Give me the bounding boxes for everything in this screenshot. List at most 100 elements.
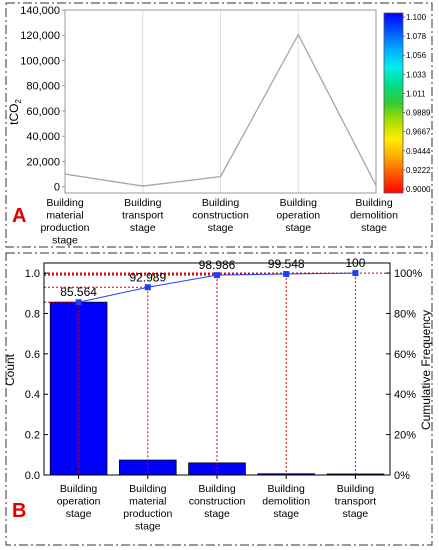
panel-a-colorbar-tick-label: 0.9000 (406, 185, 431, 194)
panel-a-y-tick-label: 120,000 (20, 30, 60, 42)
panel-b-cumulative-label: 99.548 (268, 257, 305, 271)
panel-a-x-category-label-line: Building (124, 197, 162, 209)
panel-a-y-tick-label: 40,000 (26, 131, 60, 143)
panel-a-colorbar-tick-label: 0.9444 (406, 147, 431, 156)
panel-a-x-category-label-line: construction (192, 210, 249, 222)
panel-b-label: B (12, 500, 26, 522)
panel-b-y2-tick-label: 80% (394, 308, 416, 320)
panel-a-x-category-label-line: Building (355, 197, 393, 209)
panel-a-x-category-label-line: stage (208, 222, 234, 234)
panel-b-x-category-label: Building operation stage (57, 483, 101, 520)
panel-b-x-category-label: Building material production stage (123, 483, 172, 533)
panel-a-x-category-label-line: transport (122, 210, 164, 222)
panel-a-x-category-label-line: stage (52, 235, 78, 247)
panel-a-y-ticks: 0 20,000 40,000 60,000 80,000 100,000 120,000 1… (20, 5, 65, 194)
panel-a-x-category-label-line: stage (130, 222, 156, 234)
panel-b-y2-tick-label: 60% (394, 349, 416, 361)
panel-a-colorbar-tick-label: 1.056 (406, 51, 427, 60)
panel-b-x-category-label: Building transport stage (335, 483, 377, 520)
panel-a-colorbar-tick-label: 1.033 (406, 70, 427, 79)
panel-a-x-category-label-line: Building (280, 197, 318, 209)
panel-b-y-ticks: 0.0 0.2 0.4 0.6 0.8 1.0 (25, 268, 48, 482)
panel-a-colorbar-tick-label: 0.9889 (406, 109, 431, 118)
panel-b-x-category-label-line: Building (198, 483, 236, 495)
panel-b-x-category-label-line: stage (204, 508, 230, 520)
panel-a-plot-frame (64, 9, 377, 194)
panel-b-x-category-label-line: stage (273, 508, 299, 520)
panel-b-x-category-label-line: Building (60, 483, 98, 495)
panel-b-cumulative-label: 85.564 (60, 285, 97, 299)
panel-a-x-category-label: Building demolition stage (350, 197, 398, 234)
panel-b-y-tick-label: 0.0 (25, 470, 40, 482)
panel-b-x-category-label-line: stage (66, 508, 92, 520)
panel-b-frame (5, 252, 433, 546)
panel-b-y-tick-label: 0.2 (25, 430, 40, 442)
panel-b-x-category-label-line: transport (335, 496, 377, 508)
panel-b-y2-tick-label: 100% (394, 268, 422, 280)
panel-a-colorbar-tick-label: 0.9667 (406, 128, 431, 137)
panel-a-frame (5, 2, 433, 248)
panel-b-cumulative-label: 92.989 (129, 270, 166, 284)
panel-a-y-tick-label: 100,000 (20, 55, 60, 67)
panel-b-x-category-label-line: Building (337, 483, 375, 495)
panel-b-x-category-label-line: stage (135, 521, 161, 533)
panel-b-cumulative-marker (214, 272, 220, 279)
panel-a-x-category-label-line: Building (46, 197, 84, 209)
panel-b-cumulative-marker (144, 284, 151, 291)
panel-a-y-axis-label: tCO2 (7, 99, 23, 125)
panel-a-colorbar-tick-label: 1.078 (406, 32, 427, 41)
panel-b-x-category-label-line: Building (268, 483, 306, 495)
panel-a-colorbar-tick-label: 0.9222 (406, 166, 431, 175)
panel-b-x-category-label-line: production (123, 508, 172, 520)
panel-b-y-tick-label: 0.8 (25, 308, 40, 320)
panel-b-y-axis-label: Count (3, 353, 17, 386)
panel-b-x-category-label-line: Building (129, 483, 167, 495)
panel-a-colorbar-tick-label: 1.100 (406, 13, 427, 22)
panel-b-cumulative-label: 98.986 (199, 258, 236, 272)
panel-a-x-category-label-line: Building (202, 197, 240, 209)
panel-b-y2-axis-label: Cumulative Frequency (419, 310, 433, 430)
panel-a-colorbar-tick-label: 1.011 (406, 89, 426, 98)
panel-a-gridlines (142, 10, 299, 193)
panel-a-x-category-label-line: demolition (350, 210, 398, 222)
panel-b-y-tick-label: 1.0 (25, 268, 40, 280)
panel-b-cumulative-markers (75, 270, 359, 306)
panel-a-chart: A 0 20,000 40,000 60,000 80,000 100,000 120,00… (7, 5, 431, 247)
panel-a-x-category-label-line: production (40, 222, 89, 234)
panel-a-x-category-label: Building construction stage (192, 197, 249, 234)
panel-b-x-category-label: Building construction stage (189, 483, 246, 520)
panel-b-cumulative-marker (352, 270, 359, 277)
panel-b-y2-ticks: 0% 20% 40% 60% 80% 100% (386, 268, 422, 482)
panel-a-y-tick-label: 80,000 (26, 81, 60, 93)
panel-b-x-category-label-line: demolition (262, 496, 310, 508)
panel-b-cumulative-marker (283, 271, 290, 278)
panel-a-y-tick-label: 20,000 (26, 156, 60, 168)
panel-a-x-category-label: Building transport stage (122, 197, 164, 234)
panel-a-x-category-label: Building operation stage (276, 197, 320, 234)
panel-b-x-category-label-line: stage (343, 508, 369, 520)
panel-a-y-tick-label: 140,000 (20, 5, 60, 17)
panel-b-y-tick-label: 0.6 (25, 349, 40, 361)
panel-a-y-tick-label: 0 (54, 182, 60, 194)
panel-b-bars (49, 301, 385, 476)
panel-b-x-category-label-line: operation (57, 496, 101, 508)
panel-b-cumulative-marker (75, 299, 82, 306)
panel-a-x-category-label-line: material (46, 210, 83, 222)
panel-b-x-category-label-line: construction (189, 496, 246, 508)
panel-a-colorbar-scale (383, 12, 404, 194)
panel-a-x-category-label: Building material production stage (40, 197, 89, 247)
panel-a-emissions-line (64, 33, 377, 187)
panel-b-x-category-label-line: material (129, 496, 166, 508)
panel-a-x-category-label-line: stage (361, 222, 387, 234)
panel-b-y2-tick-label: 40% (394, 389, 416, 401)
panel-b-x-category-label: Building demolition stage (262, 483, 310, 520)
panel-a-y-tick-label: 60,000 (26, 106, 60, 118)
panel-a-x-category-label-line: stage (285, 222, 311, 234)
panel-b-y-tick-label: 0.4 (25, 389, 40, 401)
panel-a-y-label-main: tCO (7, 104, 21, 125)
